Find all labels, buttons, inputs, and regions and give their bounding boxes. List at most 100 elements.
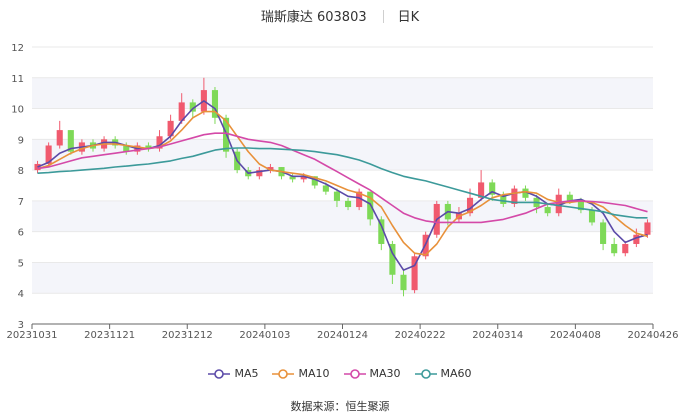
candle (289, 173, 296, 183)
candle-body (189, 102, 196, 112)
y-tick-label: 8 (18, 166, 24, 177)
candle-body (123, 145, 130, 152)
candle (522, 185, 529, 201)
y-tick-label: 6 (18, 228, 24, 239)
candle-body (211, 90, 219, 118)
source-label: 数据来源： (290, 400, 346, 413)
candle-body (267, 167, 274, 171)
y-tick-label: 9 (18, 135, 24, 146)
legend: MA5 MA10 MA30 MA60 (0, 367, 680, 380)
y-tick-label: 3 (18, 320, 24, 331)
stock-code: 603803 (316, 10, 367, 25)
candle (211, 87, 219, 124)
candle (333, 188, 341, 208)
candle-body (300, 176, 307, 180)
candle-body (178, 102, 185, 121)
candle (611, 237, 618, 257)
source-value: 恒生聚源 (345, 400, 390, 413)
candle-body (489, 182, 496, 195)
candle-body (289, 176, 296, 180)
y-tick-label: 12 (11, 43, 24, 54)
stock-name: 瑞斯康达 (260, 10, 313, 25)
candle (411, 253, 418, 294)
y-tick-label: 5 (18, 258, 24, 269)
candle-body (478, 182, 485, 198)
series-line-ma30 (37, 132, 648, 224)
y-tick-label: 4 (18, 289, 24, 300)
grid-band (32, 77, 653, 109)
candle (67, 130, 74, 155)
legend-swatch (343, 368, 366, 379)
candle-body (167, 120, 174, 137)
legend-swatch-marker (278, 368, 289, 379)
candle-body (566, 194, 573, 201)
legend-swatch-marker (214, 368, 225, 379)
candle-body (511, 188, 518, 204)
candle (622, 240, 629, 257)
candle-body (522, 188, 529, 198)
candle-body (356, 191, 363, 208)
y-tick-label: 7 (18, 197, 24, 208)
candle-body (344, 200, 352, 208)
legend-label: MA60 (440, 367, 472, 380)
candle (389, 240, 396, 284)
x-tick-label: 20240408 (550, 330, 601, 341)
candle (156, 130, 163, 152)
candle (256, 167, 263, 180)
candle-body (156, 136, 163, 149)
legend-item-ma30[interactable]: MA30 (343, 367, 401, 380)
candle (356, 188, 363, 211)
moving-average-lines (37, 100, 648, 271)
gridlines (32, 46, 653, 325)
candle (178, 93, 185, 124)
grid-band (32, 200, 653, 232)
x-tick-label: 20231031 (7, 330, 58, 341)
candle (378, 216, 385, 251)
x-tick-label: 20240426 (628, 330, 679, 341)
candle-body (400, 274, 407, 291)
chart-title: 瑞斯康达 603803 日K (0, 6, 680, 25)
y-tick-label: 11 (11, 74, 24, 85)
series-line-ma60 (37, 147, 648, 219)
candle (267, 163, 274, 174)
candle-body (644, 222, 651, 235)
x-tick-label: 20240222 (395, 330, 446, 341)
x-tick-label: 20240103 (239, 330, 290, 341)
x-tick-label: 20231212 (162, 330, 213, 341)
legend-label: MA30 (369, 367, 401, 380)
legend-item-ma10[interactable]: MA10 (272, 367, 330, 380)
candle-body (600, 222, 607, 244)
candle-body (378, 219, 385, 244)
candle-body (145, 145, 152, 149)
x-tick-label: 20231121 (84, 330, 135, 341)
background-bands (32, 77, 653, 294)
legend-label: MA10 (298, 367, 330, 380)
legend-item-ma5[interactable]: MA5 (208, 367, 258, 380)
data-source: 数据来源：恒生聚源 (0, 398, 680, 414)
candle (145, 142, 152, 152)
candle (511, 185, 518, 208)
grid-band (32, 262, 653, 294)
candle-body (622, 243, 629, 254)
x-tick-label: 20240314 (472, 330, 523, 341)
candle-body (466, 197, 474, 214)
candle-body (611, 243, 618, 254)
candle (56, 120, 63, 149)
x-tick-label: 20240124 (317, 330, 368, 341)
legend-label: MA5 (234, 367, 259, 380)
candle-body (411, 256, 418, 291)
candle-body (45, 145, 52, 164)
legend-swatch (208, 368, 231, 379)
legend-swatch (414, 368, 437, 379)
period-label: 日K (397, 10, 420, 25)
candle-body (256, 170, 263, 177)
candle-body (588, 210, 596, 223)
candle (344, 197, 352, 211)
series-line-ma10 (37, 110, 648, 256)
legend-item-ma60[interactable]: MA60 (414, 367, 472, 380)
title-divider (382, 10, 384, 23)
candle-body (555, 194, 562, 214)
y-tick-label: 10 (11, 105, 24, 116)
candle-body (633, 234, 640, 244)
